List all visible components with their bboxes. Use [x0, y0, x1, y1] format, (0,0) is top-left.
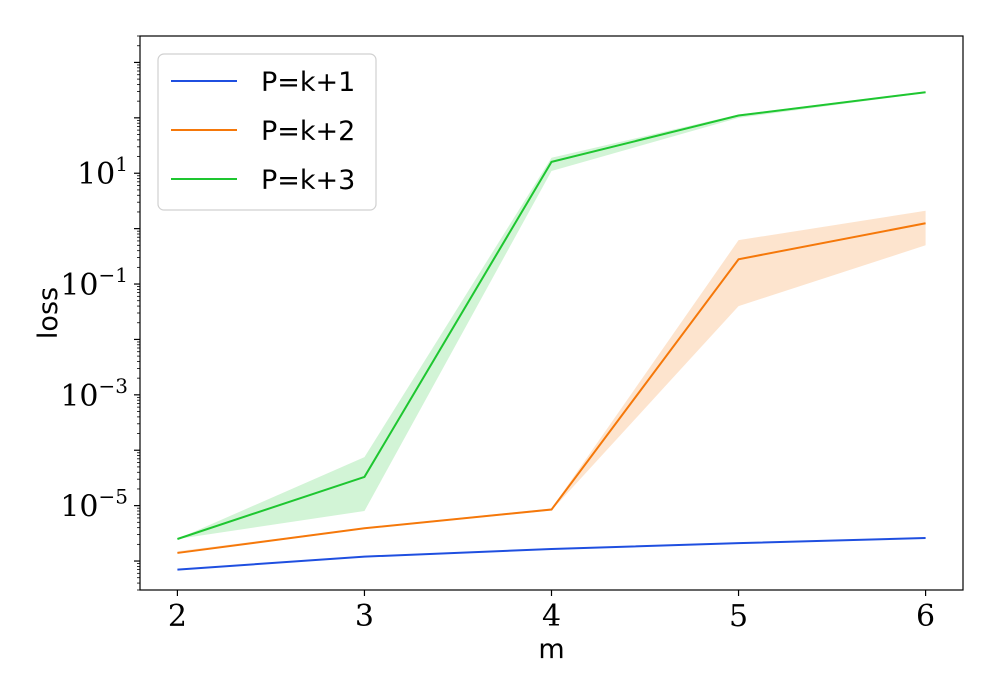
y-tick-label: 10−5 — [60, 485, 128, 525]
y-tick-label: 101 — [77, 152, 128, 192]
y-tick-label: 10−3 — [60, 374, 128, 414]
x-tick-label: 3 — [355, 599, 374, 634]
confidence-bands — [177, 91, 926, 553]
legend-label-3: P=k+3 — [261, 165, 355, 196]
series-line-3 — [177, 91, 926, 540]
x-axis-ticks: 2 3 4 5 6 — [168, 590, 935, 634]
y-axis-label: loss — [33, 287, 64, 339]
series-line-1 — [177, 537, 926, 571]
legend-label-1: P=k+1 — [261, 67, 355, 98]
legend-box — [157, 53, 377, 211]
series-lines — [177, 91, 926, 571]
x-tick-label: 6 — [916, 599, 935, 634]
legend: P=k+1 P=k+2 P=k+3 — [157, 53, 377, 211]
y-tick-label: 10−1 — [60, 263, 128, 303]
confidence-band-2 — [177, 210, 926, 553]
x-tick-label: 4 — [542, 599, 561, 634]
series-line-2 — [177, 222, 926, 554]
x-axis-label: m — [538, 634, 564, 665]
x-tick-label: 5 — [729, 599, 748, 634]
legend-label-2: P=k+2 — [261, 116, 355, 147]
y-axis-ticks: 10−5 10−3 10−1 101 — [60, 35, 140, 591]
x-tick-label: 2 — [168, 599, 187, 634]
